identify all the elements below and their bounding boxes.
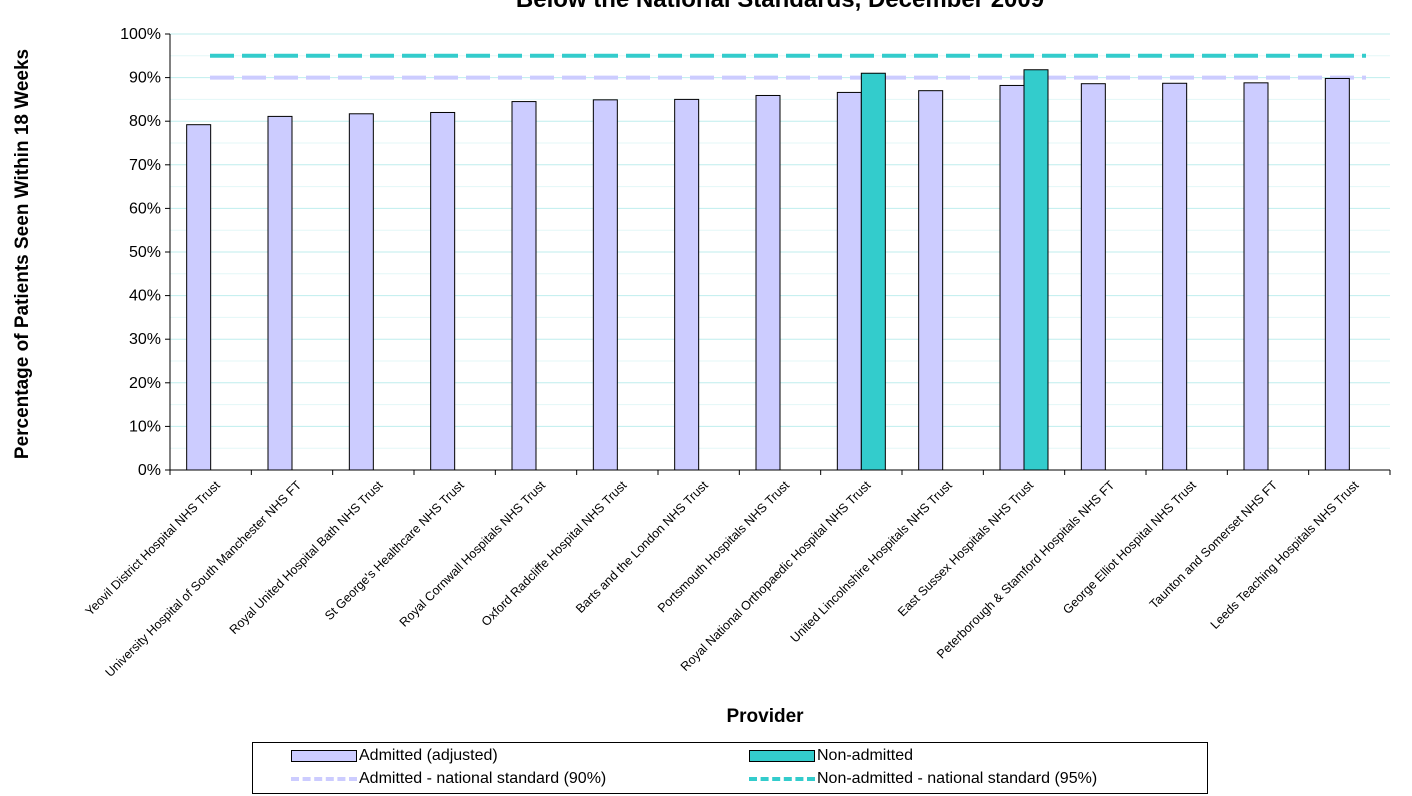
bar-admitted (836, 91, 862, 471)
y-tick-label: 70% (129, 157, 161, 174)
legend-swatch-admitted-standard (291, 777, 357, 781)
x-tick-label: Taunton and Somerset NHS FT (1147, 478, 1280, 611)
x-axis-title: Provider (726, 706, 804, 727)
x-tick-label: Barts and the London NHS Trust (573, 478, 711, 616)
x-tick-label: Yeovil District Hospital NHS Trust (83, 478, 224, 619)
axes (165, 33, 1391, 475)
bar-admitted (430, 111, 456, 471)
legend-swatch-non-admitted-standard (749, 777, 815, 781)
bar-admitted (592, 99, 618, 471)
legend-swatch-admitted (291, 750, 357, 762)
y-tick-label: 50% (129, 244, 161, 261)
x-tick-label: St George's Healthcare NHS Trust (322, 478, 467, 623)
y-tick-label: 90% (129, 70, 161, 87)
bar-admitted (348, 113, 374, 471)
x-tick-labels: Yeovil District Hospital NHS TrustUniver… (83, 478, 1362, 680)
x-tick-label: Royal United Hospital Bath NHS Trust (227, 478, 386, 637)
bar-admitted (511, 101, 537, 471)
bar-non-admitted (860, 72, 886, 471)
bar-admitted (1162, 82, 1188, 471)
legend-label-non-admitted-standard: Non-admitted - national standard (95%) (817, 770, 1098, 787)
bar-admitted (1324, 77, 1350, 471)
bar-non-admitted (1023, 69, 1049, 471)
x-tick-label: Oxford Radcliffe Hospital NHS Trust (479, 478, 630, 629)
bar-admitted (918, 90, 944, 471)
legend-item-non-admitted: Non-admitted (749, 747, 913, 765)
bar-admitted (999, 84, 1025, 471)
y-tick-label: 40% (129, 288, 161, 305)
legend-label-admitted-standard: Admitted - national standard (90%) (359, 770, 607, 787)
legend-item-admitted: Admitted (adjusted) (291, 747, 498, 765)
x-tick-label: Portsmouth Hospitals NHS Trust (655, 478, 792, 615)
legend-label-non-admitted: Non-admitted (817, 747, 914, 764)
y-tick-label: 30% (129, 331, 161, 348)
bar-admitted (1080, 83, 1106, 471)
y-tick-label: 0% (138, 462, 161, 479)
bar-admitted (1243, 82, 1269, 471)
bar-admitted (267, 115, 293, 471)
bar-admitted (755, 94, 781, 471)
x-tick-label: Leeds Teaching Hospitals NHS Trust (1208, 478, 1362, 632)
bars (186, 69, 1350, 471)
x-tick-label: East Sussex Hospitals NHS Trust (895, 478, 1036, 619)
y-tick-label: 60% (129, 200, 161, 217)
bar-admitted (186, 124, 212, 471)
legend-label-admitted: Admitted (adjusted) (359, 747, 498, 764)
legend: Admitted (adjusted) Non-admitted Admitte… (252, 742, 1208, 794)
y-tick-label: 100% (120, 26, 161, 43)
y-tick-label: 80% (129, 113, 161, 130)
y-tick-label: 20% (129, 375, 161, 392)
bar-chart: 0% 10% 20% 30% 40% 50% 60% 70% 80% 90% 100% Yeovil… (12, 26, 1391, 727)
y-tick-label: 10% (129, 418, 161, 435)
reference-lines (210, 53, 1366, 80)
x-tick-label: United Lincolnshire Hospitals NHS Trust (788, 478, 955, 645)
chart-title: Below the National Standards, December 2… (170, 0, 1390, 14)
x-tick-label: George Elliot Hospital NHS Trust (1060, 478, 1199, 617)
bar-admitted (674, 98, 700, 471)
y-tick-labels: 0% 10% 20% 30% 40% 50% 60% 70% 80% 90% 100% (120, 26, 161, 479)
y-axis-title: Percentage of Patients Seen Within 18 We… (12, 49, 33, 459)
legend-swatch-non-admitted (749, 750, 815, 762)
legend-item-admitted-standard: Admitted - national standard (90%) (291, 770, 606, 788)
x-tick-label: Royal National Orthopaedic Hospital NHS … (678, 478, 874, 674)
legend-item-non-admitted-standard: Non-admitted - national standard (95%) (749, 770, 1097, 788)
x-tick-label: Royal Cornwall Hospitals NHS Trust (397, 478, 549, 630)
x-tick-label: Peterborough & Stamford Hospitals NHS FT (934, 478, 1118, 662)
